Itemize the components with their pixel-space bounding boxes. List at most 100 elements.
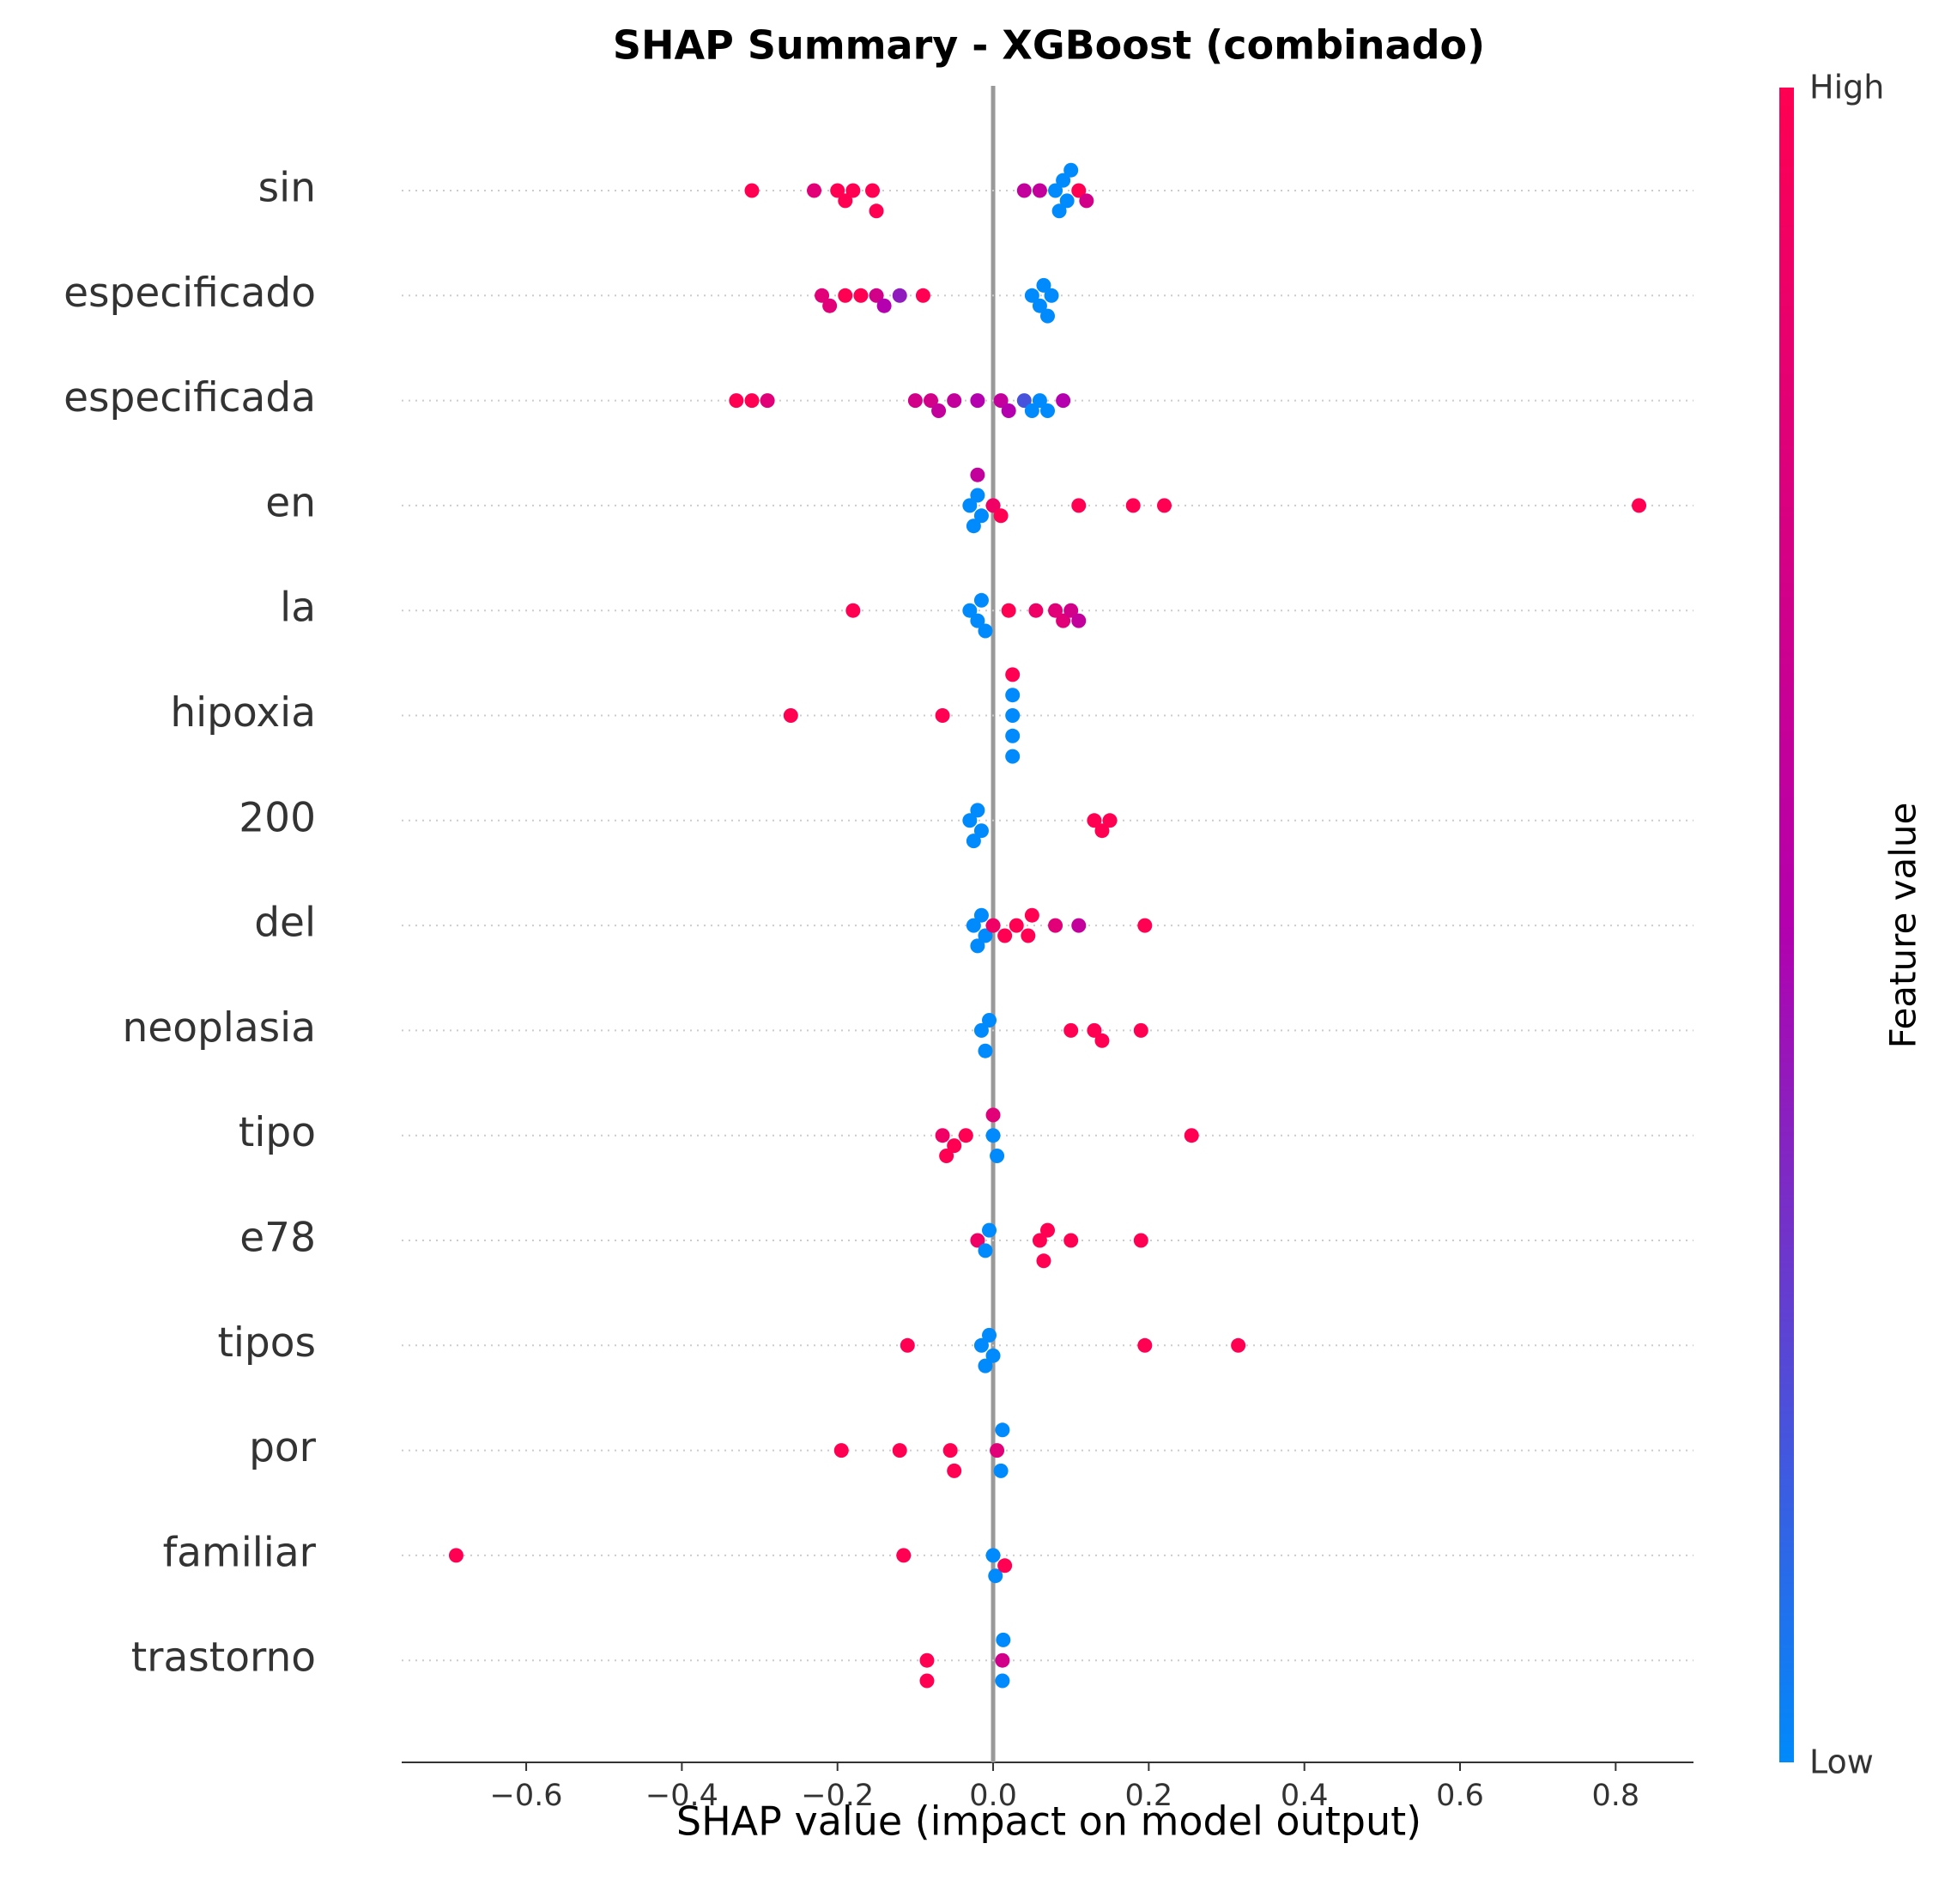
colorbar-title: Feature value bbox=[1882, 803, 1924, 1049]
point bbox=[1044, 288, 1059, 303]
point bbox=[962, 603, 978, 618]
point bbox=[962, 813, 978, 828]
point bbox=[978, 1043, 993, 1058]
feature-label: tipo bbox=[239, 1109, 316, 1156]
point bbox=[966, 918, 981, 933]
point bbox=[982, 1013, 997, 1028]
point bbox=[982, 1327, 997, 1343]
point bbox=[1036, 1253, 1051, 1269]
point bbox=[1005, 688, 1021, 703]
point bbox=[978, 928, 993, 943]
colorbar-high-label: High bbox=[1809, 69, 1884, 106]
point bbox=[947, 1138, 962, 1154]
point bbox=[966, 518, 981, 534]
x-tick-label: −0.2 bbox=[801, 1779, 874, 1813]
point bbox=[1063, 1022, 1079, 1038]
point bbox=[892, 1443, 907, 1458]
point bbox=[1125, 498, 1141, 513]
point bbox=[1063, 162, 1079, 178]
point bbox=[1133, 1022, 1148, 1038]
point bbox=[1005, 667, 1021, 682]
point bbox=[995, 1673, 1010, 1689]
point bbox=[900, 1337, 915, 1353]
point bbox=[924, 393, 939, 409]
feature-label: por bbox=[249, 1424, 317, 1471]
point bbox=[970, 467, 985, 482]
feature-label: especificado bbox=[64, 270, 316, 317]
point bbox=[997, 928, 1013, 943]
point bbox=[1087, 1022, 1102, 1038]
point bbox=[1016, 183, 1032, 198]
x-tick-label: 0.6 bbox=[1436, 1779, 1484, 1813]
point bbox=[729, 393, 744, 409]
point bbox=[931, 403, 947, 418]
point bbox=[973, 508, 989, 524]
point bbox=[1231, 1337, 1246, 1353]
point bbox=[1021, 928, 1036, 943]
x-tick-label: −0.6 bbox=[490, 1779, 563, 1813]
point bbox=[939, 1149, 954, 1163]
point bbox=[985, 918, 1001, 933]
point bbox=[1040, 403, 1055, 418]
x-tick-label: 0.0 bbox=[969, 1779, 1017, 1813]
point bbox=[970, 613, 985, 628]
point bbox=[947, 393, 962, 409]
point bbox=[915, 288, 930, 303]
point bbox=[1094, 823, 1110, 839]
point bbox=[1032, 393, 1047, 409]
point bbox=[1071, 613, 1087, 628]
point bbox=[958, 1128, 973, 1143]
x-tick-label: 0.2 bbox=[1125, 1779, 1173, 1813]
point bbox=[935, 1128, 950, 1143]
point bbox=[919, 1673, 935, 1689]
point bbox=[1051, 203, 1067, 219]
point bbox=[744, 393, 760, 409]
point bbox=[995, 1422, 1010, 1438]
point bbox=[807, 183, 822, 198]
point bbox=[985, 1348, 1001, 1363]
point bbox=[962, 498, 978, 513]
point bbox=[1024, 288, 1039, 303]
point bbox=[978, 623, 993, 639]
point bbox=[1056, 393, 1071, 409]
point bbox=[744, 183, 760, 198]
point bbox=[1059, 193, 1075, 209]
point bbox=[1137, 1337, 1153, 1353]
point bbox=[838, 193, 853, 209]
feature-label: especificada bbox=[64, 374, 316, 421]
point bbox=[822, 298, 838, 313]
point bbox=[1005, 749, 1021, 764]
point bbox=[973, 592, 989, 608]
point bbox=[935, 708, 950, 723]
point bbox=[1087, 813, 1102, 828]
feature-label: e78 bbox=[239, 1215, 316, 1262]
point bbox=[1040, 1222, 1055, 1238]
feature-label: sin bbox=[258, 165, 316, 212]
point bbox=[783, 708, 798, 723]
point bbox=[1032, 1233, 1047, 1248]
point bbox=[1005, 728, 1021, 743]
point bbox=[970, 938, 985, 954]
feature-label: familiar bbox=[163, 1529, 317, 1576]
point bbox=[1032, 298, 1047, 313]
point bbox=[1048, 918, 1063, 933]
point bbox=[1024, 907, 1039, 923]
point bbox=[970, 393, 985, 409]
feature-label: del bbox=[254, 900, 316, 947]
point bbox=[1048, 183, 1063, 198]
feature-label: 200 bbox=[239, 794, 316, 841]
point bbox=[1071, 183, 1087, 198]
point bbox=[1071, 498, 1087, 513]
point bbox=[1024, 403, 1039, 418]
point bbox=[830, 183, 845, 198]
point bbox=[993, 508, 1009, 524]
point bbox=[853, 288, 869, 303]
point bbox=[978, 1358, 993, 1373]
point bbox=[845, 603, 861, 618]
point bbox=[985, 1128, 1001, 1143]
point bbox=[1063, 603, 1079, 618]
point bbox=[985, 1548, 1001, 1563]
point bbox=[990, 1149, 1005, 1163]
point bbox=[982, 1222, 997, 1238]
point bbox=[1036, 277, 1051, 293]
